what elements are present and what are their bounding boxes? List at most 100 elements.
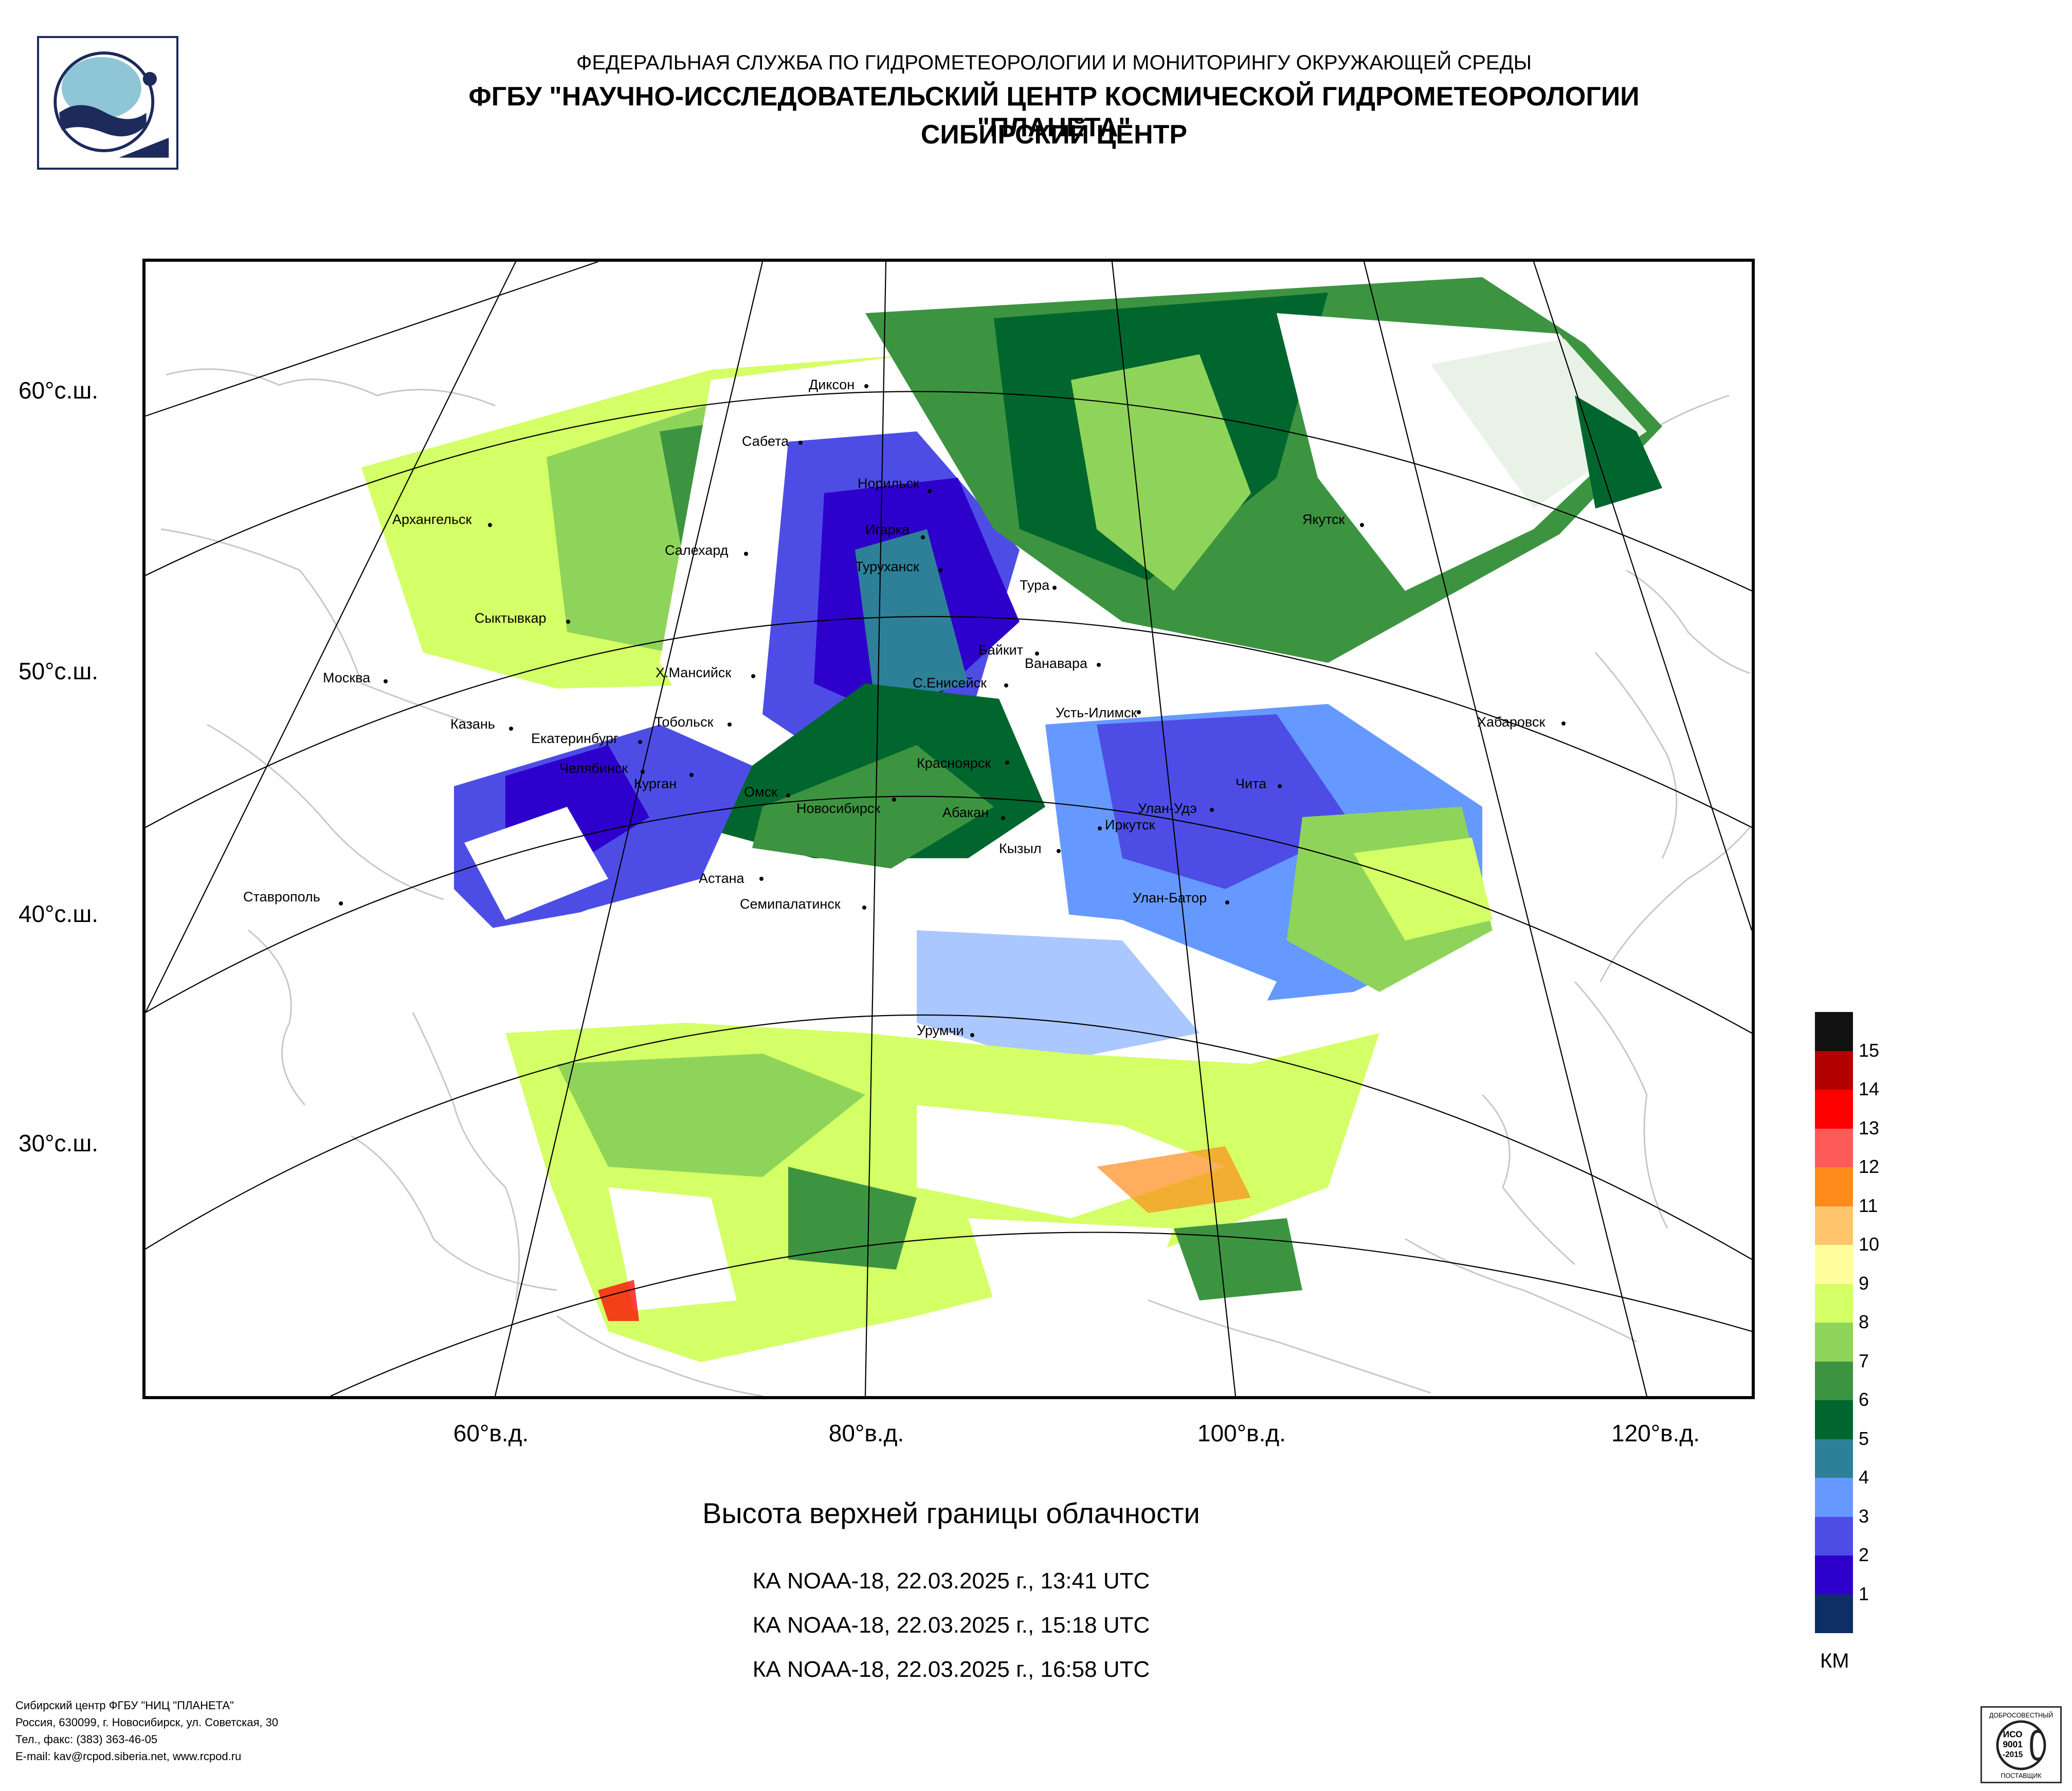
city-stavropol: Ставрополь bbox=[243, 889, 343, 906]
city-abakan: Абакан bbox=[942, 805, 1005, 821]
lat-label-50: 50°с.ш. bbox=[19, 658, 99, 684]
lon-label-120: 120°в.д. bbox=[1611, 1420, 1700, 1446]
city-syktyvkar: Сыктывкар bbox=[475, 610, 570, 626]
legend-label-4: 4 bbox=[1859, 1467, 1869, 1488]
city-baikit: Байкит bbox=[978, 642, 1039, 658]
satellite-pass-2: КА NOAA-18, 22.03.2025 г., 15:18 UTC bbox=[752, 1613, 1150, 1638]
legend-label-9: 9 bbox=[1859, 1272, 1869, 1294]
land-boundaries bbox=[160, 368, 1751, 1396]
city-urumqi: Урумчи bbox=[917, 1023, 974, 1039]
iso-certificate-icon: ДОБРОСОВЕСТНЫЙ ИСО 9001 -2015 ПОСТАВЩИК bbox=[1989, 1711, 2053, 1779]
legend-label-2: 2 bbox=[1859, 1544, 1869, 1565]
city-igarka: Игарка bbox=[865, 522, 925, 539]
lat-label-60: 60°с.ш. bbox=[19, 377, 99, 404]
graticule bbox=[146, 262, 1752, 1396]
footer-email: E-mail: kav@rcpod.siberia.net, www.rcpod… bbox=[15, 1750, 242, 1763]
city-tura: Тура bbox=[1020, 577, 1057, 593]
legend-swatch-7 bbox=[1815, 1283, 1853, 1323]
city-semipalatinsk: Семипалатинск bbox=[740, 896, 866, 912]
city-ust-ilimsk: Усть-Илимск bbox=[1056, 705, 1141, 721]
institute-title: ФГБУ "НАУЧНО-ИССЛЕДОВАТЕЛЬСКИЙ ЦЕНТР КОС… bbox=[468, 82, 1640, 142]
city-astana: Астана bbox=[699, 871, 764, 887]
city-ulan-ude: Улан-Удэ bbox=[1138, 801, 1214, 817]
city-norilsk: Норильск bbox=[858, 476, 932, 493]
legend-label-3: 3 bbox=[1859, 1505, 1869, 1527]
city-kyzyl: Кызыл bbox=[999, 841, 1061, 857]
map-graphics bbox=[146, 262, 1752, 1396]
legend-swatch-6 bbox=[1815, 1245, 1853, 1284]
legend-swatch-2 bbox=[1815, 1090, 1853, 1129]
legend-swatch-3 bbox=[1815, 1128, 1853, 1167]
legend-swatch-11 bbox=[1815, 1439, 1853, 1478]
satellite-pass-1: КА NOAA-18, 22.03.2025 г., 13:41 UTC bbox=[752, 1568, 1150, 1594]
legend-swatch-13 bbox=[1815, 1516, 1853, 1555]
legend-label-8: 8 bbox=[1859, 1311, 1869, 1332]
city-kazan: Казань bbox=[450, 716, 513, 732]
city-krasnoyarsk: Красноярск bbox=[917, 755, 1009, 771]
legend-swatch-8 bbox=[1815, 1323, 1853, 1362]
lon-label-60: 60°в.д. bbox=[453, 1420, 529, 1446]
legend-unit: КМ bbox=[1820, 1650, 1849, 1672]
city-s-eniseysk: С.Енисейск bbox=[913, 675, 1008, 691]
lon-label-80: 80°в.д. bbox=[828, 1420, 904, 1446]
city-novosibirsk: Новосибирск bbox=[796, 798, 896, 817]
city-yakutsk: Якутск bbox=[1302, 512, 1364, 528]
footer-phone: Тел., факс: (383) 363-46-05 bbox=[15, 1733, 158, 1746]
city-turukhansk: Туруханск bbox=[855, 559, 942, 575]
svg-text:ПОСТАВЩИК: ПОСТАВЩИК bbox=[2001, 1772, 2042, 1779]
city-sabeta: Сабета bbox=[742, 433, 803, 449]
legend-label-11: 11 bbox=[1859, 1195, 1878, 1216]
lat-label-30: 30°с.ш. bbox=[19, 1130, 99, 1156]
legend-label-10: 10 bbox=[1859, 1234, 1880, 1255]
city-khabarovsk: Хабаровск bbox=[1477, 714, 1566, 730]
height-legend bbox=[1815, 1012, 1853, 1633]
legend-label-7: 7 bbox=[1859, 1350, 1869, 1371]
city-dikson: Диксон bbox=[809, 377, 868, 393]
footer-address: Россия, 630099, г. Новосибирск, ул. Сове… bbox=[15, 1716, 279, 1729]
legend-swatch-14 bbox=[1815, 1555, 1853, 1595]
legend-label-6: 6 bbox=[1859, 1389, 1869, 1410]
legend-label-1: 1 bbox=[1859, 1583, 1869, 1604]
city-irkutsk: Иркутск bbox=[1098, 817, 1155, 833]
legend-swatch-10 bbox=[1815, 1400, 1853, 1439]
lat-label-40: 40°с.ш. bbox=[19, 900, 99, 927]
planeta-logo-icon bbox=[53, 51, 169, 158]
city-omsk: Омск bbox=[744, 784, 790, 800]
legend-swatch-0 bbox=[1815, 1012, 1853, 1051]
legend-label-14: 14 bbox=[1859, 1078, 1880, 1099]
city-tobolsk: Тобольск bbox=[655, 714, 732, 730]
city-chelyabinsk: Челябинск bbox=[559, 761, 645, 776]
iso-badge: ДОБРОСОВЕСТНЫЙ ИСО 9001 -2015 ПОСТАВЩИК bbox=[1980, 1706, 2062, 1783]
city-yekaterinburg: Екатеринбург bbox=[531, 731, 642, 747]
legend-label-15: 15 bbox=[1859, 1039, 1880, 1061]
legend-swatch-15 bbox=[1815, 1594, 1853, 1633]
legend-label-13: 13 bbox=[1859, 1117, 1880, 1138]
legend-swatch-1 bbox=[1815, 1051, 1853, 1090]
map-title: Высота верхней границы облачности bbox=[702, 1497, 1200, 1529]
satellite-swath bbox=[361, 277, 1662, 1362]
cloud-top-height-map: Диксон Сабета Норильск Игарка Архангельс… bbox=[142, 259, 1755, 1399]
city-kurgan: Курган bbox=[634, 773, 694, 792]
city-vanavara: Ванавара bbox=[1025, 656, 1101, 672]
agency-title: ФЕДЕРАЛЬНАЯ СЛУЖБА ПО ГИДРОМЕТЕОРОЛОГИИ … bbox=[576, 51, 1532, 74]
satellite-pass-3: КА NOAA-18, 22.03.2025 г., 16:58 UTC bbox=[752, 1657, 1150, 1682]
legend-swatch-9 bbox=[1815, 1361, 1853, 1400]
legend-swatch-5 bbox=[1815, 1206, 1853, 1245]
svg-text:ДОБРОСОВЕСТНЫЙ: ДОБРОСОВЕСТНЫЙ bbox=[1989, 1711, 2053, 1719]
legend-swatch-12 bbox=[1815, 1478, 1853, 1517]
contact-footer: Сибирский центр ФГБУ "НИЦ "ПЛАНЕТА" Росс… bbox=[15, 1697, 278, 1765]
city-moscow: Москва bbox=[323, 670, 388, 686]
svg-text:-2015: -2015 bbox=[2003, 1750, 2023, 1759]
city-chita: Чита bbox=[1235, 776, 1282, 792]
planeta-logo bbox=[37, 36, 178, 170]
svg-text:9001: 9001 bbox=[2003, 1739, 2023, 1749]
city-khanty-mansiysk: Х.Мансийск bbox=[656, 665, 755, 681]
footer-org: Сибирский центр ФГБУ "НИЦ "ПЛАНЕТА" bbox=[15, 1699, 234, 1712]
legend-label-12: 12 bbox=[1859, 1156, 1880, 1177]
city-salekhard: Салехард bbox=[665, 542, 748, 558]
city-arkhangelsk: Архангельск bbox=[392, 512, 492, 528]
center-title: СИБИРСКИЙ ЦЕНТР bbox=[920, 120, 1188, 150]
city-ulan-bator: Улан-Батор bbox=[1133, 890, 1229, 906]
svg-text:ИСО: ИСО bbox=[2003, 1729, 2023, 1740]
legend-swatch-4 bbox=[1815, 1167, 1853, 1206]
